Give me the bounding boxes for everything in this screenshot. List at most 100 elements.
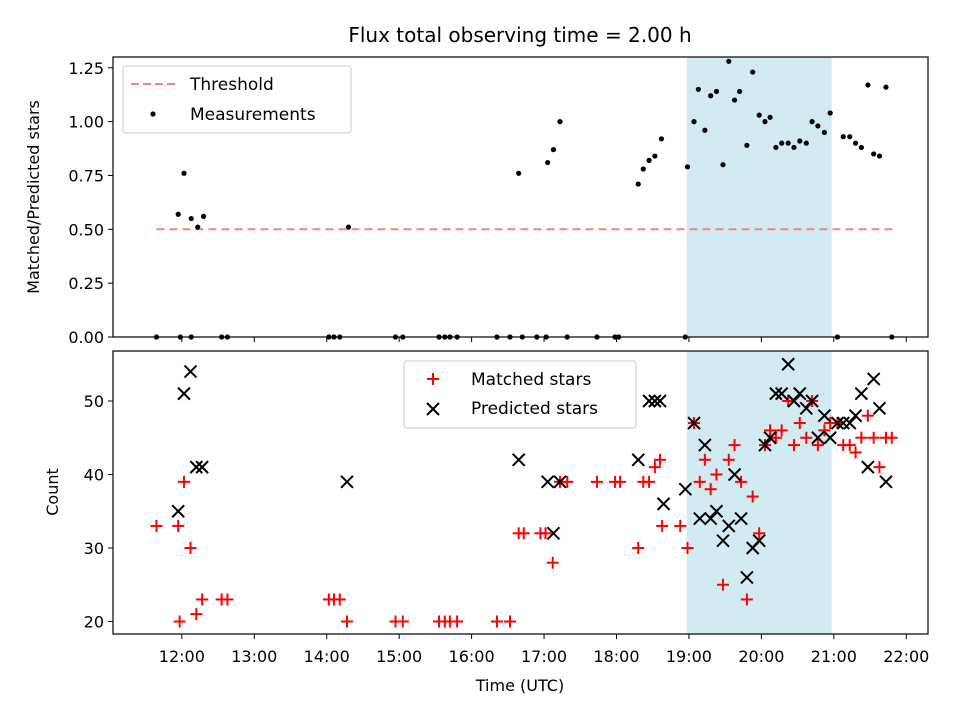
matched-star-point	[849, 446, 862, 459]
y-tick-label: 0.50	[68, 220, 104, 239]
y-tick-label: 1.25	[68, 59, 104, 78]
matched-star-point	[674, 519, 687, 532]
matched-star-point	[196, 593, 209, 606]
x-tick-label: 16:00	[449, 647, 495, 666]
measurement-point	[658, 136, 665, 142]
legend-measurements-swatch	[150, 111, 156, 117]
matched-star-point	[172, 519, 185, 532]
matched-star-point	[333, 593, 346, 606]
predicted-star-point	[866, 372, 881, 386]
matched-star-point	[855, 431, 868, 444]
measurement-point	[731, 97, 738, 103]
bottom-highlight-band	[686, 351, 832, 634]
measurement-point	[750, 69, 756, 75]
matched-star-point	[793, 417, 806, 430]
measurement-point	[652, 153, 658, 159]
matched-star-point	[221, 593, 234, 606]
y-tick-label: 0.00	[68, 328, 104, 347]
predicted-star-point	[787, 394, 801, 408]
matched-star-point	[177, 475, 190, 488]
measurement-point	[200, 213, 207, 219]
matched-star-point	[885, 431, 898, 444]
x-tick-label: 18:00	[593, 647, 639, 666]
measurement-point	[640, 166, 646, 172]
predicted-star-point	[511, 453, 526, 467]
predicted-star-point	[653, 394, 667, 408]
predicted-star-point	[698, 438, 712, 452]
predicted-star-point	[171, 504, 185, 518]
legend-threshold-label: Threshold	[189, 75, 274, 95]
predicted-star-point	[546, 526, 561, 541]
matched-star-point	[190, 608, 203, 621]
matched-star-point	[728, 439, 741, 452]
measurement-point	[516, 170, 522, 176]
measurement-point	[737, 88, 743, 95]
matched-star-point	[490, 615, 503, 628]
matched-star-point	[150, 519, 163, 532]
bottom-y-axis-label: Count	[43, 468, 62, 516]
top-chart-title: Flux total observing time = 2.00 h	[348, 23, 691, 47]
matched-star-point	[722, 453, 735, 466]
matched-star-point	[517, 527, 530, 540]
x-tick-label: 21:00	[811, 647, 857, 666]
predicted-star-point	[836, 416, 850, 430]
predicted-star-point	[709, 504, 724, 518]
measurement-point	[852, 140, 859, 146]
measurement-point	[175, 211, 181, 217]
predicted-star-point	[781, 357, 795, 371]
x-tick-label: 13:00	[231, 647, 277, 666]
measurement-point	[827, 110, 833, 116]
predicted-star-point	[848, 408, 863, 423]
predicted-star-point	[177, 386, 191, 401]
predicted-star-point	[340, 475, 354, 489]
predicted-star-point	[799, 401, 814, 416]
top-y-ticks: 0.00 0.25 0.50 0.75 1.00 1.25	[68, 59, 113, 347]
measurement-point	[779, 140, 785, 146]
matched-star-point	[704, 483, 717, 496]
matched-star-point	[340, 615, 353, 628]
measurement-point	[720, 162, 726, 168]
predicted-star-point	[553, 475, 567, 489]
measurement-point	[545, 159, 551, 166]
measurement-point	[345, 224, 352, 230]
top-highlight-band	[686, 57, 832, 337]
y-tick-label: 20	[84, 613, 104, 632]
predicted-star-point	[716, 533, 730, 548]
matched-star-point	[632, 541, 645, 554]
x-tick-label: 19:00	[666, 647, 712, 666]
bottom-y-ticks: 20 30 40 50	[84, 392, 113, 632]
predicted-star-point	[830, 416, 845, 430]
predicted-star-point	[183, 364, 198, 379]
matched-star-point	[698, 453, 711, 466]
matched-star-point	[775, 424, 788, 437]
legend-predicted-label: Predicted stars	[471, 399, 598, 419]
measurement-point	[883, 84, 889, 90]
predicted-star-point	[854, 386, 869, 401]
predicted-star-point	[693, 511, 707, 526]
measurement-point	[713, 88, 720, 95]
measurement-point	[815, 123, 821, 129]
predicted-star-point	[843, 416, 857, 430]
matched-star-point	[873, 461, 886, 474]
measurement-point	[797, 138, 803, 144]
measurement-point	[744, 142, 750, 148]
top-x-ticks	[181, 337, 907, 342]
predicted-star-point	[648, 394, 662, 408]
measurement-point	[821, 129, 828, 135]
predicted-star-point	[727, 467, 742, 482]
bottom-legend: Matched stars Predicted stars	[403, 360, 637, 429]
matched-star-point	[396, 615, 409, 628]
matched-star-point	[539, 527, 552, 540]
predicted-star-point	[752, 533, 766, 548]
matched-star-point	[867, 431, 880, 444]
matched-star-point	[716, 578, 729, 591]
x-tick-label: 14:00	[304, 647, 350, 666]
top-legend: Threshold Measurements	[122, 65, 352, 134]
y-tick-label: 0.25	[68, 274, 104, 293]
measurement-point	[773, 144, 779, 151]
measurement-point	[181, 170, 187, 176]
matched-star-point	[800, 431, 813, 444]
predicted-star-point	[872, 401, 887, 416]
predicted-star-point	[793, 386, 807, 401]
measurement-point	[635, 181, 641, 187]
